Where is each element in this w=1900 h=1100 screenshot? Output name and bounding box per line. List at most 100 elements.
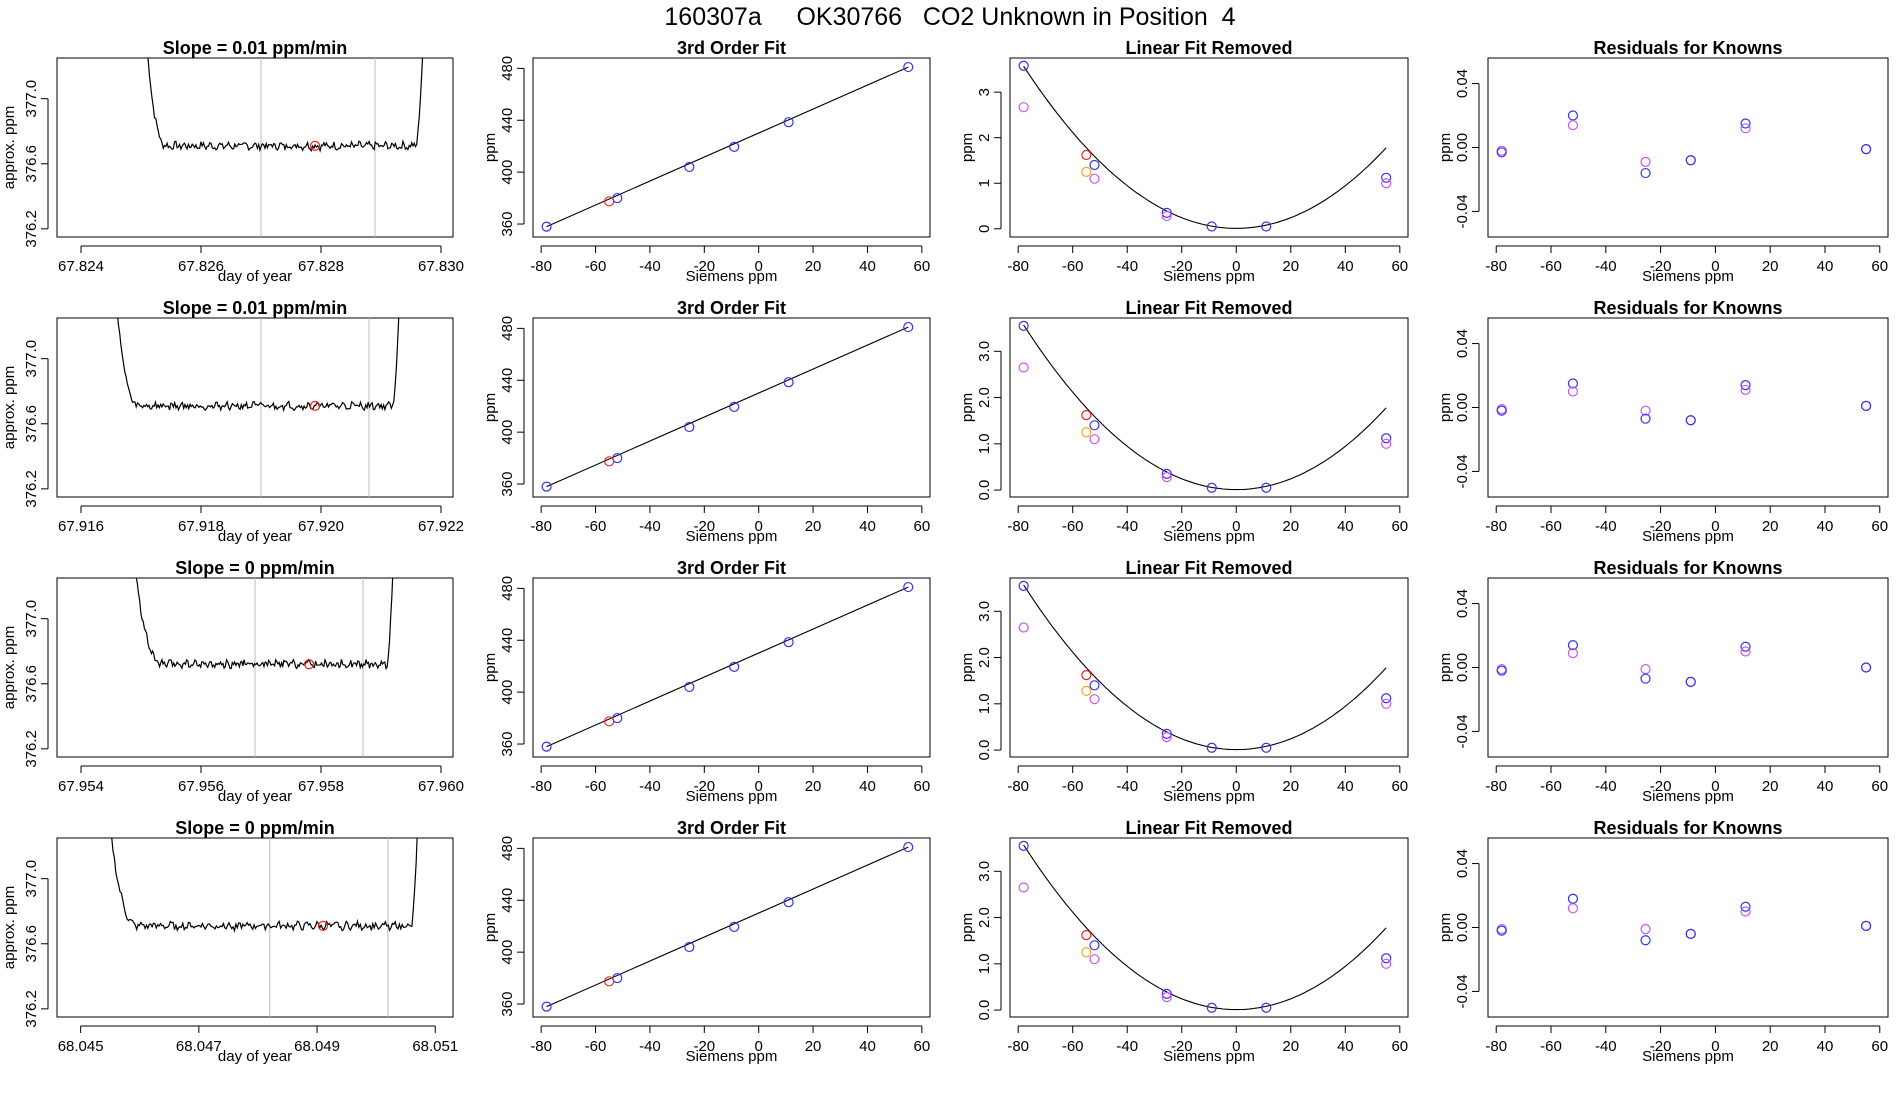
data-point xyxy=(1261,221,1272,232)
x-tick-label: 67.954 xyxy=(58,778,104,795)
data-point xyxy=(1018,580,1029,591)
data-point xyxy=(1089,954,1100,965)
panel-title: Slope = 0 ppm/min xyxy=(175,818,335,838)
x-tick-label: -60 xyxy=(1062,518,1084,535)
data-point xyxy=(1081,427,1092,438)
plot-area xyxy=(1018,60,1392,232)
y-tick-label: 0.00 xyxy=(1454,653,1471,682)
plot-frame xyxy=(532,317,931,498)
x-tick-label: 20 xyxy=(805,778,822,795)
x-tick-label: -80 xyxy=(1007,518,1029,535)
x-axis-label: Siemens ppm xyxy=(1642,1048,1734,1065)
data-point xyxy=(1381,693,1392,704)
data-point xyxy=(1089,680,1100,691)
data-point xyxy=(783,377,794,388)
data-point xyxy=(1089,420,1100,431)
x-tick-label: -80 xyxy=(1485,258,1507,275)
data-point xyxy=(1161,468,1172,479)
x-axis-label: day of year xyxy=(218,1048,292,1065)
data-point xyxy=(1261,742,1272,753)
x-tick-label: 68.047 xyxy=(176,1038,222,1055)
x-tick-label: 0 xyxy=(755,518,763,535)
x-tick-label: 20 xyxy=(1282,258,1299,275)
x-tick-label: -20 xyxy=(1171,518,1193,535)
plot-frame xyxy=(1009,317,1409,498)
data-point xyxy=(541,741,552,752)
y-tick-label: 376.2 xyxy=(23,990,40,1028)
x-tick-label: -20 xyxy=(693,1038,715,1055)
x-tick-label: 0 xyxy=(1711,258,1719,275)
concentration-trace xyxy=(117,318,400,413)
data-point xyxy=(1567,893,1579,904)
x-tick-label: -80 xyxy=(1485,1038,1507,1055)
x-tick-label: -20 xyxy=(1650,518,1672,535)
y-axis-label: ppm xyxy=(959,653,976,682)
plot-area xyxy=(111,838,418,1017)
data-point xyxy=(783,117,794,128)
data-point xyxy=(1081,410,1092,421)
y-tick-label: 440 xyxy=(499,368,516,393)
x-tick-label: 60 xyxy=(1871,1038,1888,1055)
data-point xyxy=(1381,698,1392,709)
y-tick-label: 480 xyxy=(499,56,516,81)
y-tick-label: 376.6 xyxy=(23,925,40,963)
y-tick-label: 376.2 xyxy=(23,470,40,508)
data-point xyxy=(1496,665,1507,676)
data-point xyxy=(1018,840,1029,851)
y-tick-label: 1.0 xyxy=(976,693,993,714)
x-tick-label: 20 xyxy=(1282,518,1299,535)
x-tick-label: -60 xyxy=(1062,258,1084,275)
plot-area xyxy=(135,578,394,757)
x-tick-label: 40 xyxy=(1337,258,1354,275)
y-tick-label: 377.0 xyxy=(23,80,40,118)
y-tick-label: 1 xyxy=(976,179,993,187)
y-tick-label: 0.04 xyxy=(1454,69,1471,98)
x-tick-label: 60 xyxy=(1391,1038,1408,1055)
plot-area xyxy=(1018,580,1392,753)
x-tick-label: -60 xyxy=(1540,258,1562,275)
data-point xyxy=(1860,143,1872,155)
y-tick-label: 400 xyxy=(499,940,516,965)
data-point xyxy=(1567,903,1579,914)
x-axis-label: Siemens ppm xyxy=(1642,788,1734,805)
x-tick-label: 20 xyxy=(1762,518,1779,535)
data-point xyxy=(1740,123,1751,134)
y-axis-label: ppm xyxy=(959,133,976,162)
x-tick-label: -80 xyxy=(1007,258,1029,275)
data-point xyxy=(1089,694,1100,705)
y-tick-label: -0.04 xyxy=(1454,974,1471,1008)
x-tick-label: 60 xyxy=(1391,778,1408,795)
data-point xyxy=(1685,676,1696,687)
y-tick-label: 0.0 xyxy=(976,480,993,501)
data-point xyxy=(1567,110,1579,121)
x-tick-label: 67.826 xyxy=(178,258,224,275)
plot-area xyxy=(147,58,424,237)
data-point xyxy=(1206,482,1217,493)
x-tick-label: -60 xyxy=(1540,518,1562,535)
x-tick-label: -80 xyxy=(1485,518,1507,535)
plot-frame xyxy=(532,577,931,758)
y-tick-label: 0 xyxy=(976,225,993,233)
x-axis-label: Siemens ppm xyxy=(1163,788,1255,805)
data-point xyxy=(1161,988,1172,999)
data-point xyxy=(1567,378,1579,389)
data-point xyxy=(1381,433,1392,444)
x-tick-label: 60 xyxy=(913,258,930,275)
plot-area xyxy=(541,321,914,492)
y-tick-label: 0.04 xyxy=(1454,849,1471,878)
x-tick-label: 60 xyxy=(1871,518,1888,535)
x-tick-label: -40 xyxy=(1116,778,1138,795)
data-point xyxy=(1496,925,1507,936)
data-point xyxy=(684,681,695,693)
x-tick-label: -20 xyxy=(693,258,715,275)
x-axis-label: Siemens ppm xyxy=(1163,528,1255,545)
x-axis-label: Siemens ppm xyxy=(1163,1048,1255,1065)
y-axis-label: ppm xyxy=(959,913,976,942)
data-point xyxy=(604,976,615,987)
x-tick-label: -40 xyxy=(1116,1038,1138,1055)
plot-frame xyxy=(1487,57,1889,238)
data-point xyxy=(1018,102,1029,113)
y-tick-label: 440 xyxy=(499,628,516,653)
data-point xyxy=(1381,958,1392,969)
x-tick-label: 0 xyxy=(1711,778,1719,795)
